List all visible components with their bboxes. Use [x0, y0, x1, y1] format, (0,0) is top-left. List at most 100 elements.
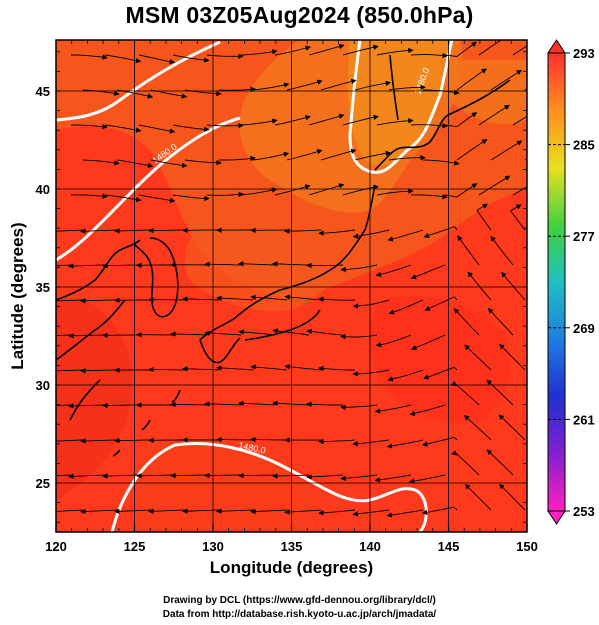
streamline — [340, 264, 378, 273]
streamline — [80, 438, 118, 444]
grid-lines — [56, 40, 527, 532]
streamline — [410, 264, 446, 280]
streamline — [410, 193, 448, 200]
streamline — [204, 401, 242, 407]
streamline — [250, 364, 288, 371]
streamline — [216, 295, 254, 301]
streamline — [478, 175, 511, 196]
streamline — [286, 149, 323, 161]
streamline — [56, 334, 72, 337]
streamline — [272, 400, 310, 406]
streamline — [56, 299, 84, 302]
streamline — [464, 344, 492, 371]
streamline — [512, 45, 527, 56]
streamline — [68, 403, 106, 409]
streamline — [456, 68, 487, 91]
x-tick-label: 125 — [124, 539, 146, 554]
streamline — [102, 262, 140, 269]
streamline — [512, 115, 527, 126]
streamline — [387, 369, 424, 382]
streamline — [138, 194, 176, 204]
streamline — [342, 114, 379, 126]
streamline — [422, 159, 460, 166]
streamline — [204, 330, 242, 336]
wind-streamlines — [56, 40, 527, 518]
streamline — [387, 229, 424, 242]
streamline — [172, 194, 210, 202]
colorbar-label: 269 — [573, 321, 595, 336]
streamline — [342, 44, 379, 56]
streamline — [352, 509, 390, 517]
streamline — [352, 229, 390, 239]
streamline — [150, 159, 188, 169]
y-axis-label: Latitude (degrees) — [8, 222, 27, 370]
streamline — [375, 264, 412, 278]
x-tick-label: 135 — [281, 539, 303, 554]
streamline — [250, 294, 288, 301]
streamline — [388, 299, 424, 315]
streamline — [71, 123, 108, 130]
streamline — [318, 438, 356, 445]
streamline — [340, 404, 378, 410]
streamline — [306, 474, 344, 480]
streamline — [457, 235, 480, 266]
streamline — [274, 45, 311, 56]
streamline — [388, 155, 426, 161]
y-tick-label: 45 — [36, 84, 50, 99]
colorbar-label: 277 — [573, 229, 595, 244]
streamline — [421, 506, 458, 515]
streamline — [376, 47, 414, 56]
streamline — [172, 124, 210, 133]
streamline — [308, 113, 345, 126]
y-tick-label: 35 — [36, 280, 50, 295]
x-axis: 120 125 130 135 140 145 150 — [45, 40, 538, 554]
colorbar-max-triangle — [547, 39, 566, 54]
streamline — [423, 366, 458, 380]
streamline — [318, 509, 356, 516]
streamline — [252, 82, 290, 91]
streamline — [340, 474, 378, 481]
x-tick-label: 150 — [516, 539, 538, 554]
streamline — [476, 203, 492, 231]
streamline — [498, 414, 526, 441]
streamline — [308, 43, 345, 56]
streamline — [56, 404, 72, 407]
x-tick-label: 120 — [45, 539, 67, 554]
streamline — [172, 54, 210, 63]
streamline — [376, 118, 414, 126]
credit-data: Data from http://database.rish.kyoto-u.a… — [162, 609, 437, 620]
streamline — [102, 402, 139, 409]
streamline — [250, 436, 287, 443]
x-axis-label: Longitude (degrees) — [209, 558, 374, 577]
streamline — [204, 472, 242, 479]
x-tick-label: 140 — [359, 539, 381, 554]
streamline — [184, 159, 222, 166]
streamline — [456, 139, 488, 161]
streamline — [80, 228, 118, 234]
streamline — [272, 261, 310, 267]
colorbar-min-triangle — [547, 510, 566, 525]
streamline — [354, 150, 392, 161]
streamline — [512, 186, 527, 196]
streamline — [252, 151, 290, 161]
streamline — [486, 449, 514, 476]
streamline — [487, 307, 514, 336]
streamline — [410, 52, 448, 59]
streamline — [375, 334, 412, 348]
streamline — [376, 188, 414, 196]
streamline — [148, 227, 186, 234]
streamline — [453, 308, 480, 336]
streamline — [216, 508, 254, 514]
streamline — [114, 228, 152, 234]
streamline — [308, 183, 345, 196]
streamline — [240, 187, 278, 196]
streamline — [170, 401, 208, 408]
colorbar-label: 261 — [573, 412, 595, 427]
streamline — [386, 439, 424, 449]
streamline — [170, 331, 208, 337]
streamline — [170, 472, 208, 479]
streamline — [82, 89, 120, 96]
streamline — [284, 228, 322, 234]
streamline — [374, 404, 412, 414]
streamline — [478, 40, 502, 56]
